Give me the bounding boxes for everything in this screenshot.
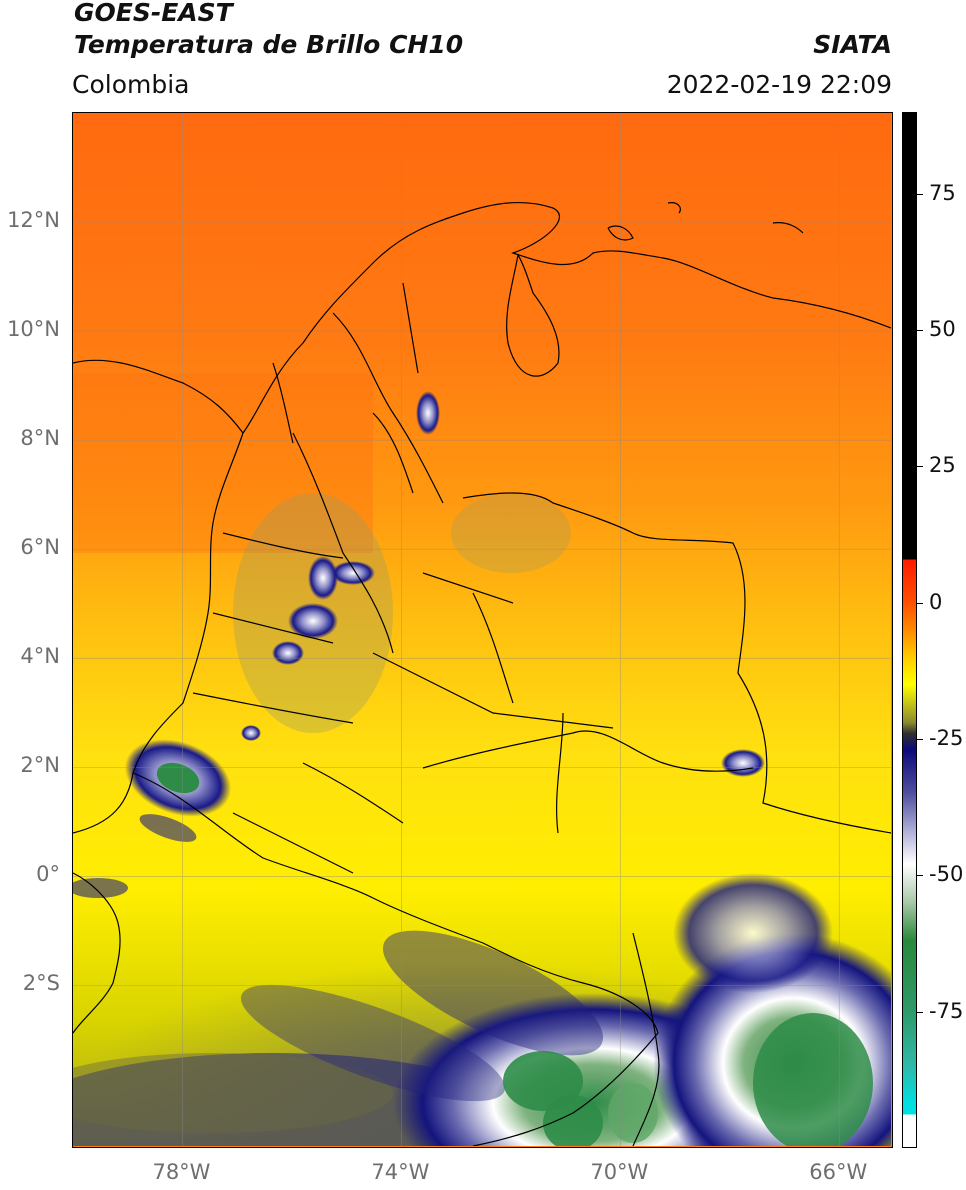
dept-9 — [232, 812, 354, 874]
colorbar-tick-mark — [917, 739, 923, 741]
dept-2 — [332, 312, 444, 504]
dept-3 — [222, 532, 344, 559]
graticule — [73, 113, 891, 1146]
colorbar-tick-label: 25 — [929, 453, 956, 478]
lat-tick-label: 6°N — [20, 535, 60, 560]
lat-tick-label: 0° — [36, 862, 60, 887]
colorbar-tick-label: -25 — [929, 726, 964, 751]
islands-1 — [607, 225, 634, 241]
lon-tick-label: 74°W — [371, 1160, 430, 1184]
brightness-temperature-map[interactable] — [72, 112, 893, 1148]
lon-tick-label: 78°W — [152, 1160, 211, 1184]
dept-13 — [472, 592, 514, 704]
lat-tick-label: 12°N — [7, 208, 60, 233]
region-label: Colombia — [72, 70, 190, 99]
caribbean-coast — [73, 201, 891, 435]
colorbar-tick-label: 75 — [929, 180, 956, 205]
colorbar-tick-mark — [917, 1011, 923, 1013]
islands-3 — [772, 222, 804, 234]
colorbar-tick-label: -50 — [929, 862, 964, 887]
maracaibo-lake — [506, 254, 560, 377]
lat-tick-label: 2°S — [22, 971, 60, 996]
lon-tick-label: 66°W — [809, 1160, 868, 1184]
brazil-peru-line — [632, 932, 660, 1146]
venezuela-brazil-border — [422, 730, 754, 772]
colorbar-tick-mark — [917, 330, 923, 332]
dept-10 — [372, 412, 414, 494]
dept-4 — [212, 612, 334, 644]
datetime-label: 2022-02-19 22:09 — [666, 70, 892, 99]
colorbar-tick-mark — [917, 875, 923, 877]
map-canvas — [73, 113, 891, 1146]
borders — [73, 201, 891, 1146]
colorbar-tick-label: 50 — [929, 317, 956, 342]
colorbar-tick-label: -75 — [929, 998, 964, 1023]
lat-tick-label: 8°N — [20, 426, 60, 451]
cloud-andes — [233, 391, 765, 777]
dept-6 — [372, 652, 614, 729]
dept-1 — [292, 432, 394, 654]
dept-8 — [302, 762, 404, 824]
cloud-band-south — [73, 873, 891, 1146]
pacific-coast — [73, 432, 244, 834]
lat-tick-label: 10°N — [7, 317, 60, 342]
colorbar-tick-mark — [917, 602, 923, 604]
warm-region-west — [73, 373, 373, 553]
colombia-east-border — [462, 492, 891, 834]
dept-5 — [192, 692, 354, 724]
dept-11 — [272, 362, 294, 444]
colorbar — [902, 112, 917, 1148]
agency-label: SIATA — [813, 30, 892, 59]
product-title: Temperatura de Brillo CH10 — [74, 30, 464, 59]
storm-pacific — [73, 739, 232, 898]
satellite-title: GOES-EAST — [74, 0, 233, 27]
colombia-south-border — [132, 772, 659, 1034]
lon-tick-label: 70°W — [590, 1160, 649, 1184]
lat-tick-label: 2°N — [20, 753, 60, 778]
colorbar-tick-label: 0 — [929, 589, 943, 614]
river-amazon — [556, 712, 564, 834]
peru-brazil-border — [472, 1032, 659, 1146]
islands-2 — [667, 202, 681, 214]
dept-12 — [402, 282, 419, 374]
colorbar-tick-mark — [917, 466, 923, 468]
lat-tick-label: 4°N — [20, 644, 60, 669]
dept-7 — [422, 572, 514, 604]
ecuador-coast — [73, 872, 121, 1034]
colorbar-tick-mark — [917, 193, 923, 195]
